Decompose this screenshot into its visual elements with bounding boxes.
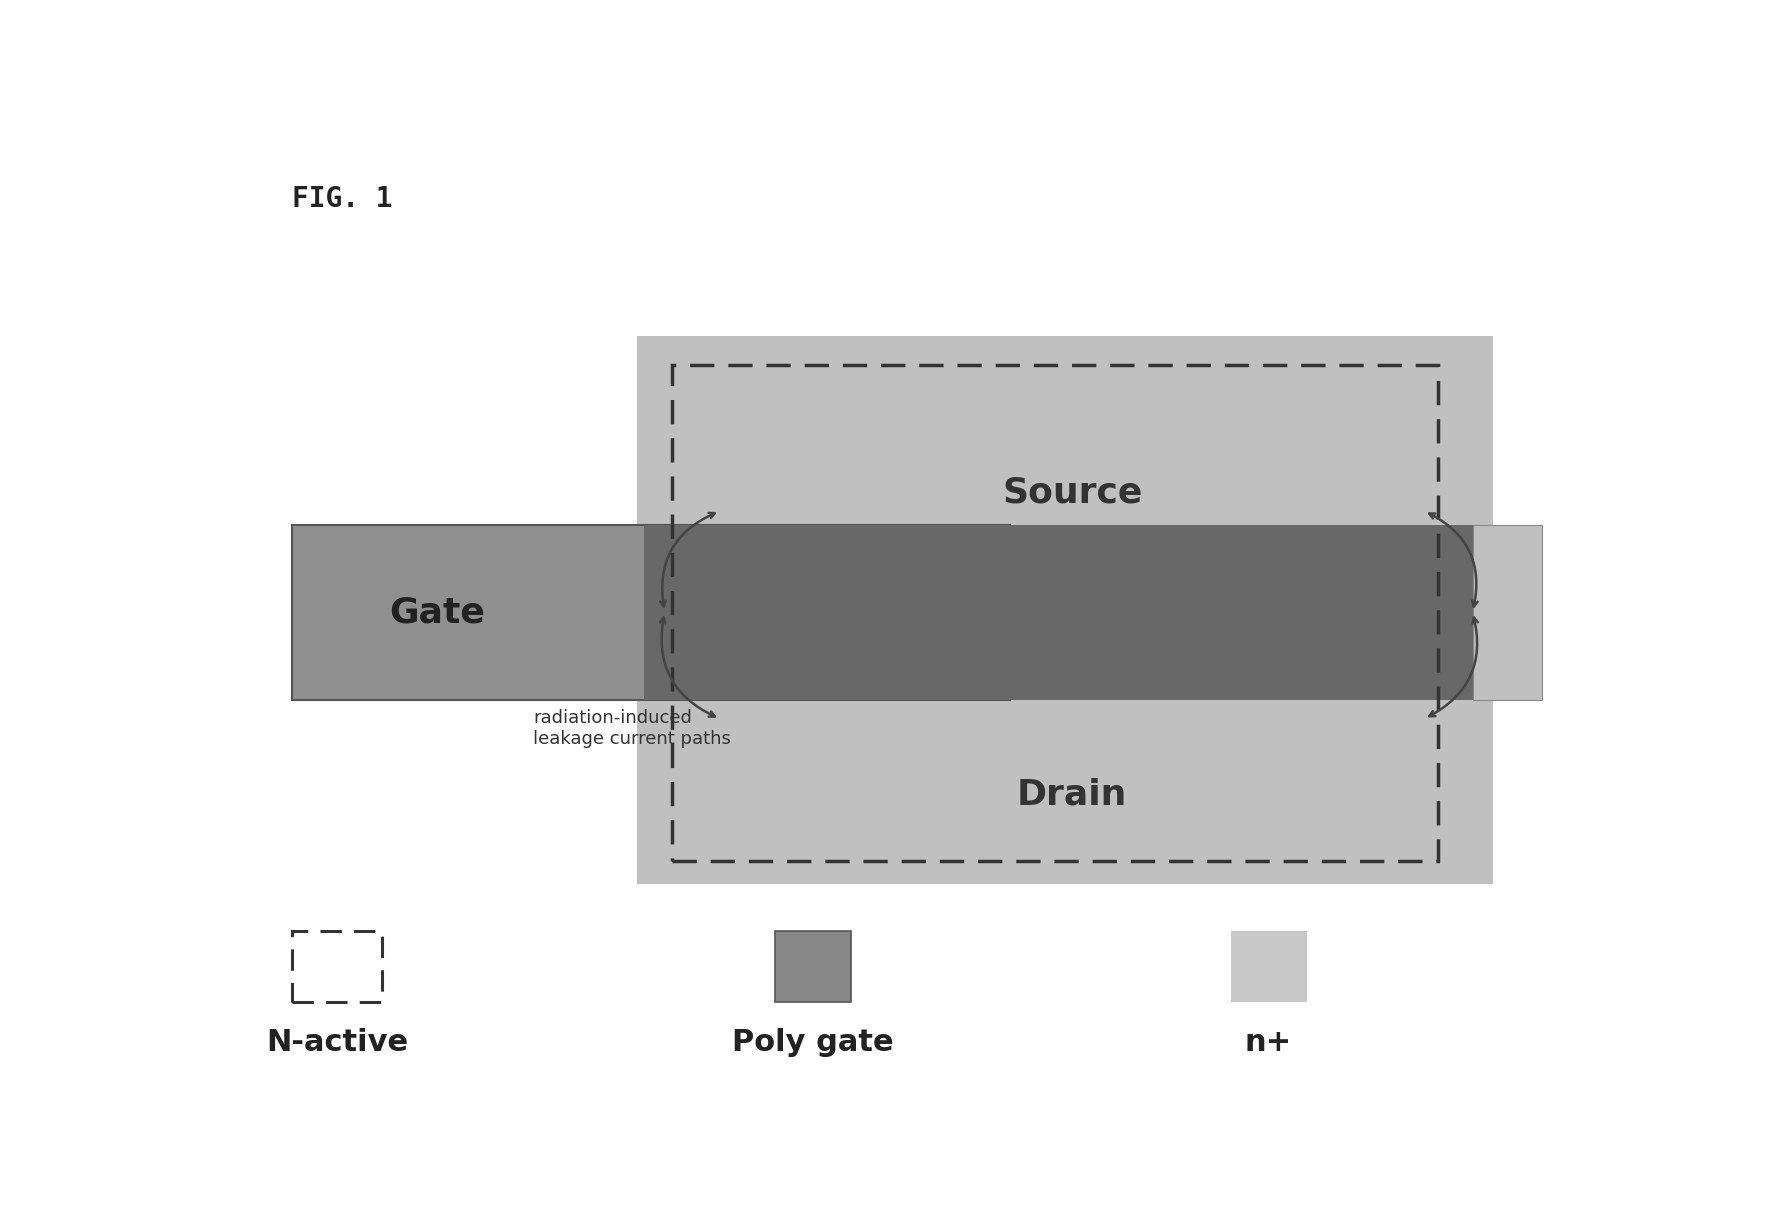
Bar	[638, 336, 1493, 885]
Text: FIG. 1: FIG. 1	[292, 185, 392, 213]
Text: N-active: N-active	[266, 1028, 408, 1056]
Bar	[1231, 931, 1306, 1002]
Bar	[1472, 525, 1541, 699]
Text: radiation-induced
leakage current paths: radiation-induced leakage current paths	[533, 709, 731, 748]
Text: Gate: Gate	[388, 595, 485, 629]
Text: Drain: Drain	[1018, 778, 1128, 811]
Bar	[672, 364, 1438, 860]
Text: Poly gate: Poly gate	[732, 1028, 893, 1056]
Bar	[292, 931, 381, 1002]
Bar	[292, 525, 1010, 699]
Text: Source: Source	[1001, 475, 1142, 509]
Bar	[775, 931, 852, 1002]
Bar	[643, 525, 1486, 699]
Text: n+: n+	[1244, 1028, 1292, 1056]
